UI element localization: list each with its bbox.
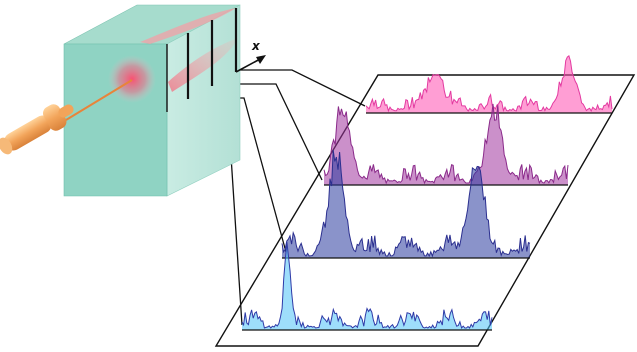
beam-ray: [65, 79, 133, 121]
trace-line-3: [281, 150, 531, 258]
trace-panel-frame: [214, 74, 636, 347]
connector-1: [236, 69, 366, 107]
slice-lines: [186, 8, 238, 99]
trace-line-2: [323, 103, 569, 185]
sample-block-icon: [63, 4, 241, 197]
x-axis-arrow-icon: [235, 55, 266, 73]
plume-side: [168, 38, 238, 92]
trace-area-2: [324, 103, 568, 185]
focus-glow-icon: [108, 55, 156, 103]
trace-line-1: [365, 54, 613, 113]
plume-top: [140, 8, 236, 44]
trace-area-4: [242, 242, 492, 330]
trace-line-4: [241, 242, 493, 330]
trace-area-3: [282, 150, 530, 258]
signal-traces: [241, 54, 613, 331]
laser-beam-icon: [0, 79, 133, 155]
trace-area-1: [366, 55, 612, 113]
axis-x-label: x: [251, 39, 261, 53]
